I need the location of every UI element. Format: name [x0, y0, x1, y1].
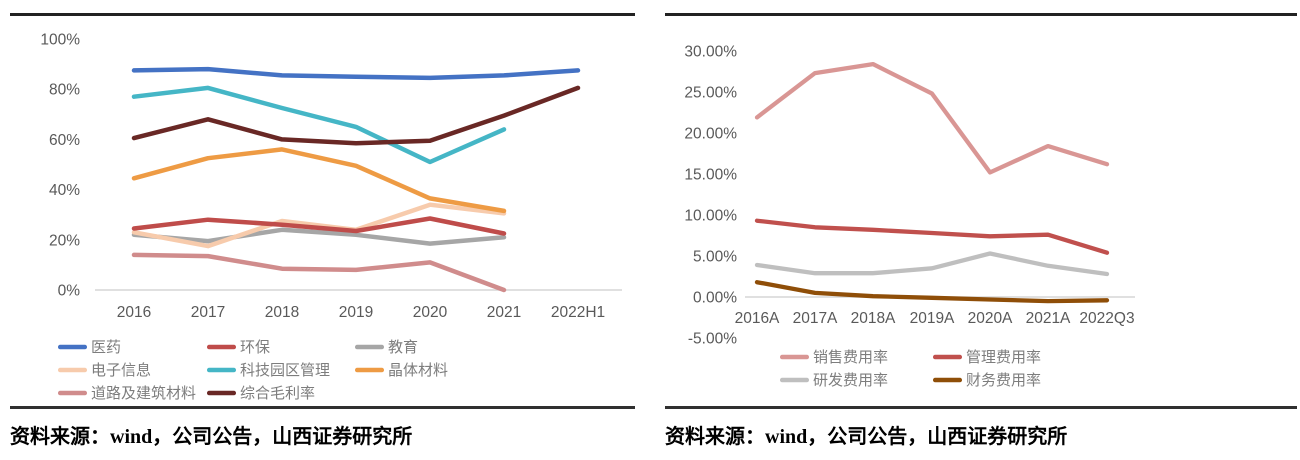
series-line-0-2	[131, 227, 507, 246]
legend-swatch	[207, 390, 236, 396]
series-line-0-4	[131, 85, 507, 165]
series-line-1-0	[754, 61, 1110, 175]
y-tick-label: 0.00%	[693, 290, 737, 307]
legend-label: 科技园区管理	[240, 362, 330, 379]
legend-label: 医药	[91, 339, 121, 356]
series-line-0-1	[131, 216, 507, 236]
legend-item-0-1: 环保	[207, 339, 270, 356]
y-tick-label: 25.00%	[684, 85, 737, 102]
panel-bottom-rule	[665, 406, 1297, 409]
legend-item-0-4: 科技园区管理	[207, 362, 330, 379]
legend-label: 研发费用率	[813, 372, 888, 389]
x-tick-label: 2020	[413, 304, 448, 321]
legend-label: 电子信息	[91, 362, 151, 379]
legend-swatch	[780, 377, 809, 383]
series-line-1-3	[754, 280, 1110, 304]
legend-swatch	[355, 344, 384, 350]
x-tick-label: 2017A	[793, 310, 838, 327]
legend-label: 教育	[388, 339, 418, 356]
legend-item-1-3: 财务费用率	[933, 372, 1041, 389]
x-tick-label: 2019A	[910, 310, 955, 327]
series-line-0-6	[131, 252, 507, 293]
y-tick-label: 10.00%	[684, 208, 737, 225]
y-tick-label: 20.00%	[684, 126, 737, 143]
y-tick-label: 60%	[49, 132, 80, 149]
legend-swatch	[933, 354, 962, 360]
panel-top-rule	[10, 13, 635, 16]
legend-swatch	[933, 377, 962, 383]
x-tick-label: 2017	[191, 304, 225, 321]
gross-margin-chart-panel: 100% 80% 60% 40% 20% 0% 2016 2017 2018 2019 2020 20…	[10, 0, 635, 460]
legend-item-0-5: 晶体材料	[355, 362, 448, 379]
series-line-0-0	[131, 66, 581, 81]
y-tick-label: 40%	[49, 182, 80, 199]
legend-swatch	[58, 367, 87, 373]
legend-label: 管理费用率	[966, 349, 1041, 366]
y-tick-label: 0%	[58, 283, 81, 300]
legend-item-0-6: 道路及建筑材料	[58, 385, 196, 402]
legend-item-1-0: 销售费用率	[780, 349, 888, 366]
legend-swatch	[355, 367, 384, 373]
legend-swatch	[58, 344, 87, 350]
legend-item-0-7: 综合毛利率	[207, 385, 315, 402]
x-tick-label: 2016A	[735, 310, 780, 327]
legend-item-0-3: 电子信息	[58, 362, 151, 379]
legend-swatch	[207, 367, 236, 373]
legend-item-1-1: 管理费用率	[933, 349, 1041, 366]
legend-swatch	[207, 344, 236, 350]
legend-swatch	[58, 390, 87, 396]
y-tick-label: 100%	[40, 32, 80, 49]
series-line-0-3	[131, 202, 507, 249]
x-tick-label: 2016	[117, 304, 151, 321]
x-tick-label: 2022H1	[551, 304, 605, 321]
x-tick-label: 2018A	[851, 310, 896, 327]
expense-ratio-chart-panel: 30.00% 25.00% 20.00% 15.00% 10.00% 5.00% 0.00%…	[665, 0, 1297, 460]
left-chart-canvas: 100% 80% 60% 40% 20% 0% 2016 2017 2018 2019 2020 20…	[40, 32, 622, 402]
source-attribution: 资料来源：wind，公司公告，山西证券研究所	[665, 426, 1068, 448]
panel-bottom-rule	[10, 406, 635, 409]
source-attribution: 资料来源：wind，公司公告，山西证券研究所	[10, 426, 413, 448]
series-line-1-2	[754, 251, 1110, 277]
y-tick-label: 15.00%	[684, 167, 737, 184]
x-tick-label: 2021A	[1026, 310, 1071, 327]
series-line-0-7	[131, 85, 581, 146]
legend-label: 晶体材料	[388, 362, 448, 379]
legend-item-0-0: 医药	[58, 339, 121, 356]
y-tick-label: 5.00%	[693, 249, 737, 266]
legend-label: 环保	[240, 339, 270, 356]
x-tick-label: 2019	[339, 304, 373, 321]
x-tick-label: 2021	[487, 304, 521, 321]
panel-top-rule	[665, 13, 1297, 16]
legend-label: 道路及建筑材料	[91, 385, 196, 402]
x-tick-label: 2022Q3	[1079, 310, 1134, 327]
y-tick-label: 30.00%	[684, 44, 737, 61]
legend-label: 销售费用率	[813, 349, 888, 366]
right-chart-canvas: 30.00% 25.00% 20.00% 15.00% 10.00% 5.00% 0.00%…	[684, 44, 1135, 389]
series-line-0-5	[131, 147, 507, 214]
y-tick-label: 80%	[49, 82, 80, 99]
x-tick-label: 2018	[265, 304, 299, 321]
legend-label: 综合毛利率	[240, 385, 315, 402]
legend-label: 财务费用率	[966, 372, 1041, 389]
y-tick-label: -5.00%	[688, 331, 737, 348]
y-tick-label: 20%	[49, 232, 80, 249]
legend-swatch	[780, 354, 809, 360]
legend-item-0-2: 教育	[355, 339, 418, 356]
series-line-1-1	[754, 218, 1110, 255]
x-tick-label: 2020A	[968, 310, 1013, 327]
legend-item-1-2: 研发费用率	[780, 372, 888, 389]
